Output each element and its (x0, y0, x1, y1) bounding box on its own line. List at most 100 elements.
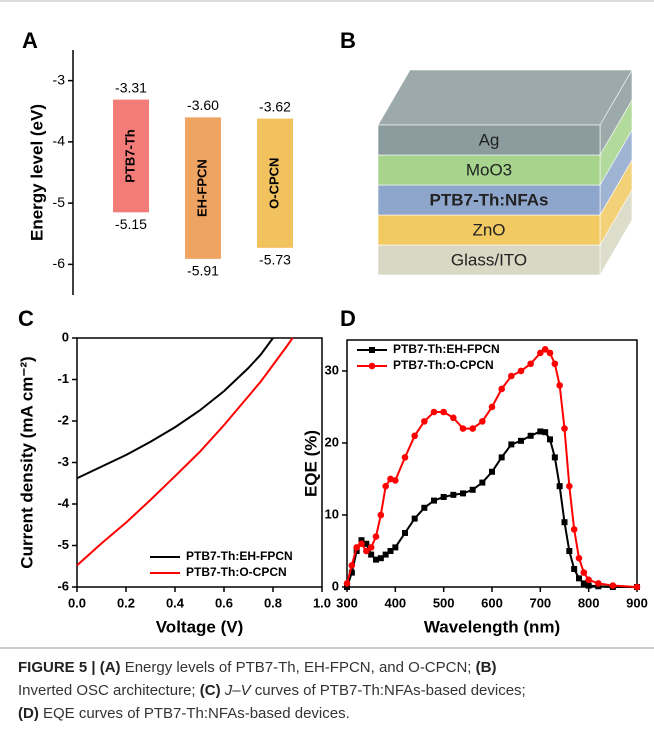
bar (257, 118, 293, 248)
y-tick-label: -6 (53, 255, 66, 271)
x-tick-label: 500 (433, 595, 455, 610)
marker (585, 576, 592, 584)
x-tick-label: 0.6 (215, 595, 233, 610)
marker (576, 575, 582, 582)
bar-label: EH-FPCN (194, 159, 209, 217)
marker (353, 544, 360, 551)
marker (440, 408, 447, 416)
marker (571, 565, 578, 572)
panel-label: B (340, 28, 356, 53)
marker (517, 367, 525, 375)
y-tick-label: 0 (62, 329, 69, 344)
marker (401, 454, 409, 461)
bar-label: PTB7-Th (122, 129, 137, 183)
panel-label: C (18, 306, 34, 331)
legend-label: PTB7-Th:EH-FPCN (186, 549, 293, 563)
y-tick-label: -4 (57, 495, 69, 510)
marker (556, 382, 563, 389)
marker (392, 477, 399, 484)
marker (488, 403, 496, 411)
marker (343, 580, 351, 587)
y-tick-label: -5 (53, 194, 66, 210)
y-tick-label: -6 (57, 578, 69, 593)
layer-top (377, 69, 633, 126)
panel-label: D (340, 306, 356, 331)
y-tick-label: -4 (53, 133, 66, 149)
bar (113, 99, 149, 213)
bar (185, 117, 221, 259)
layer-label: Ag (479, 130, 500, 149)
y-axis-title: EQE (%) (301, 430, 320, 497)
marker (508, 441, 515, 448)
marker (421, 504, 428, 511)
marker (561, 519, 568, 526)
legend-label: PTB7-Th:EH-FPCN (393, 342, 500, 356)
marker (570, 526, 578, 533)
marker (556, 483, 563, 490)
value-label: -3.60 (187, 97, 219, 113)
legend-label: PTB7-Th:O-CPCN (393, 358, 494, 372)
legend-label: PTB7-Th:O-CPCN (186, 565, 287, 579)
x-tick-label: 800 (578, 595, 600, 610)
marker (551, 454, 558, 461)
layer-front (377, 154, 601, 186)
panel-label: A (22, 28, 38, 53)
layer-front (377, 184, 601, 216)
marker (411, 515, 418, 522)
caption-line: FIGURE 5 | (A) Energy levels of PTB7-Th,… (18, 659, 496, 676)
marker (411, 432, 418, 440)
y-axis-title: Current density (mA cm⁻²) (17, 356, 36, 568)
marker (382, 482, 389, 490)
x-tick-label: 0.4 (166, 595, 185, 610)
y-tick-label: -5 (57, 537, 69, 552)
x-tick-label: 1.0 (313, 595, 331, 610)
marker (368, 362, 376, 370)
marker (566, 547, 573, 554)
x-tick-label: 300 (336, 595, 358, 610)
value-label: -5.15 (115, 216, 147, 232)
marker (469, 486, 476, 493)
marker (585, 582, 592, 589)
value-label: -3.31 (115, 79, 147, 95)
y-tick-label: 0 (332, 578, 339, 593)
marker (498, 454, 505, 461)
marker (518, 437, 524, 444)
series-line (346, 430, 637, 588)
caption-segment: (D) (18, 705, 39, 722)
x-tick-label: 0.8 (264, 595, 282, 610)
marker (469, 425, 476, 432)
x-tick-label: 700 (529, 595, 551, 610)
marker (459, 425, 467, 432)
caption-segment: (B) (476, 659, 497, 676)
marker (575, 554, 583, 562)
marker (377, 555, 384, 562)
caption-line: Inverted OSC architecture; (C) J–V curve… (18, 682, 526, 699)
value-label: -5.73 (259, 252, 291, 268)
marker (460, 490, 466, 497)
y-tick-label: 20 (325, 434, 339, 449)
marker (440, 493, 447, 500)
marker (377, 511, 385, 519)
marker (479, 418, 486, 425)
marker (367, 544, 375, 551)
marker (546, 349, 554, 357)
y-tick-label: -3 (57, 454, 69, 469)
marker (580, 569, 588, 576)
marker (402, 529, 408, 536)
caption-segment: (C) (200, 682, 225, 699)
marker (382, 551, 389, 558)
marker (421, 418, 428, 425)
marker (392, 544, 399, 551)
value-label: -3.62 (259, 98, 291, 114)
caption-segment: EQE curves of PTB7-Th:NFAs-based devices… (39, 705, 350, 722)
layer-front (377, 244, 601, 276)
y-tick-label: 30 (325, 362, 339, 377)
marker (348, 562, 356, 569)
y-axis-title: Energy level (eV) (27, 104, 46, 241)
marker (358, 537, 365, 544)
marker (541, 346, 549, 353)
y-tick-label: 10 (325, 506, 339, 521)
marker (527, 432, 534, 439)
marker (344, 584, 350, 590)
marker (633, 583, 641, 591)
